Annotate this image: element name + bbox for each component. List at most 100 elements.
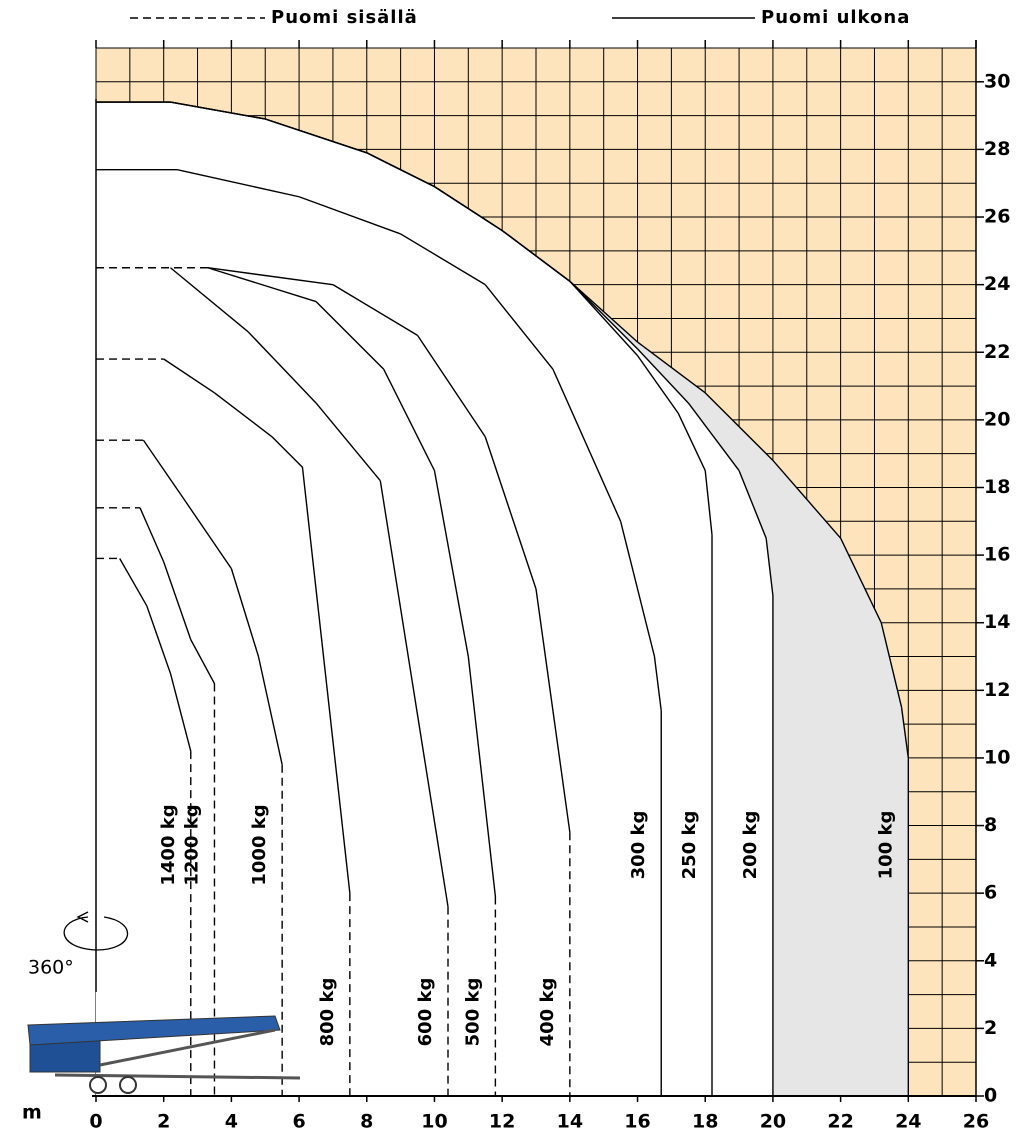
x-tick-label: 16 bbox=[624, 1111, 650, 1133]
curve-segment bbox=[139, 507, 165, 563]
y-tick-label: 14 bbox=[984, 611, 1010, 633]
curve-segment bbox=[214, 392, 273, 438]
load-label: 400 kg bbox=[537, 978, 558, 1047]
curve-segment bbox=[467, 656, 497, 897]
curve-segment bbox=[180, 493, 232, 570]
curve-segment bbox=[637, 341, 706, 394]
curve-segment bbox=[738, 470, 767, 539]
curve-segment bbox=[169, 673, 192, 752]
y-tick-label: 28 bbox=[984, 138, 1010, 160]
curve-segment bbox=[315, 402, 381, 482]
y-tick-label: 18 bbox=[984, 476, 1010, 498]
y-tick-label: 16 bbox=[984, 544, 1010, 566]
curve-segment bbox=[772, 459, 842, 539]
curve-segment bbox=[379, 480, 449, 907]
x-tick-label: 14 bbox=[557, 1111, 583, 1133]
curve-segment bbox=[569, 280, 639, 357]
curve-segment bbox=[146, 605, 172, 674]
curve-segment bbox=[569, 280, 639, 350]
load-label: 500 kg bbox=[462, 978, 483, 1047]
curve-segment bbox=[880, 622, 903, 708]
y-tick-label: 20 bbox=[984, 408, 1010, 430]
curve-segment bbox=[207, 267, 334, 286]
curve-segment bbox=[190, 639, 216, 684]
curve-segment bbox=[298, 196, 401, 235]
curve-segment bbox=[383, 368, 436, 471]
load-label: 250 kg bbox=[679, 811, 700, 880]
curve-segment bbox=[637, 348, 689, 404]
crane-body bbox=[29, 1039, 101, 1073]
x-tick-label: 22 bbox=[827, 1111, 853, 1133]
labels: 100 kg 200 kg 250 kg 300 kg 400 kg 500 kg 600 … bbox=[158, 804, 897, 1046]
curve-segment bbox=[704, 470, 713, 535]
axes: 0 2 4 6 8 10 12 14 16 18 20 22 24 2602468101214161820… bbox=[89, 40, 1010, 1133]
x-tick-label: 0 bbox=[89, 1111, 102, 1133]
load-label: 1200 kg bbox=[181, 804, 202, 885]
arrow-head bbox=[76, 911, 89, 923]
x-tick-label: 10 bbox=[421, 1111, 447, 1133]
curve-segment bbox=[535, 588, 571, 833]
y-tick-label: 30 bbox=[984, 70, 1010, 92]
curve-segment bbox=[765, 538, 774, 596]
curve-segment bbox=[207, 267, 317, 303]
x-tick-label: 6 bbox=[292, 1111, 305, 1133]
load-label: 1000 kg bbox=[249, 804, 270, 885]
crane-boom bbox=[27, 1015, 281, 1046]
rotation-label: 360° bbox=[28, 957, 74, 979]
curve-segment bbox=[677, 412, 706, 471]
curve-segment bbox=[501, 229, 571, 282]
curve-segment bbox=[257, 656, 283, 765]
x-tick-label: 18 bbox=[692, 1111, 718, 1133]
curve-segment bbox=[704, 392, 774, 461]
curve-segment bbox=[265, 118, 367, 154]
curve-segment bbox=[366, 152, 435, 188]
y-tick-label: 4 bbox=[984, 949, 997, 971]
crane-illustration bbox=[27, 1015, 301, 1094]
curve-segment bbox=[687, 402, 740, 472]
curve-segment bbox=[484, 436, 537, 590]
x-tick-label: 24 bbox=[895, 1111, 921, 1133]
x-tick-label: 8 bbox=[360, 1111, 373, 1133]
rotation-arrow bbox=[63, 916, 129, 951]
crane-arm bbox=[99, 1028, 276, 1067]
y-tick-label: 12 bbox=[984, 679, 1010, 701]
curve-segment bbox=[434, 186, 503, 232]
curve-segment bbox=[636, 355, 679, 414]
load-label: 200 kg bbox=[740, 811, 761, 880]
load-label: 100 kg bbox=[875, 811, 896, 880]
curve-segment bbox=[170, 101, 266, 120]
crane-chassis bbox=[54, 1073, 301, 1080]
curve-segment bbox=[163, 358, 215, 394]
y-tick-label: 8 bbox=[984, 814, 997, 836]
curve-segment bbox=[163, 561, 192, 640]
curve-segment bbox=[271, 436, 303, 468]
curve-segment bbox=[119, 558, 148, 607]
y-tick-label: 6 bbox=[984, 882, 997, 904]
legend-label: Puomi ulkona bbox=[761, 7, 910, 28]
curve-segment bbox=[484, 284, 554, 370]
x-tick-label: 2 bbox=[157, 1111, 170, 1133]
curve-segment bbox=[900, 707, 910, 759]
curve-segment bbox=[247, 331, 317, 404]
curve-segment bbox=[619, 521, 656, 657]
curve-segment bbox=[416, 334, 486, 438]
x-tick-label: 26 bbox=[963, 1111, 989, 1133]
legend-label: Puomi sisällä bbox=[271, 7, 418, 28]
curve-segment bbox=[569, 280, 639, 343]
y-tick-label: 2 bbox=[984, 1017, 997, 1039]
load-label: 300 kg bbox=[628, 811, 649, 880]
y-tick-label: 22 bbox=[984, 341, 1010, 363]
load-label: 800 kg bbox=[317, 978, 338, 1047]
curve-segment bbox=[142, 439, 182, 495]
y-tick-label: 10 bbox=[984, 746, 1010, 768]
load-label: 1400 kg bbox=[158, 804, 179, 885]
wheel bbox=[119, 1076, 137, 1094]
curve-segment bbox=[177, 169, 300, 198]
curve-segment bbox=[400, 233, 486, 286]
load-label: 600 kg bbox=[415, 978, 436, 1047]
curve-segment bbox=[332, 284, 418, 336]
curve-segment bbox=[230, 568, 260, 657]
curve-segment bbox=[315, 301, 385, 370]
x-tick-label: 12 bbox=[489, 1111, 515, 1133]
